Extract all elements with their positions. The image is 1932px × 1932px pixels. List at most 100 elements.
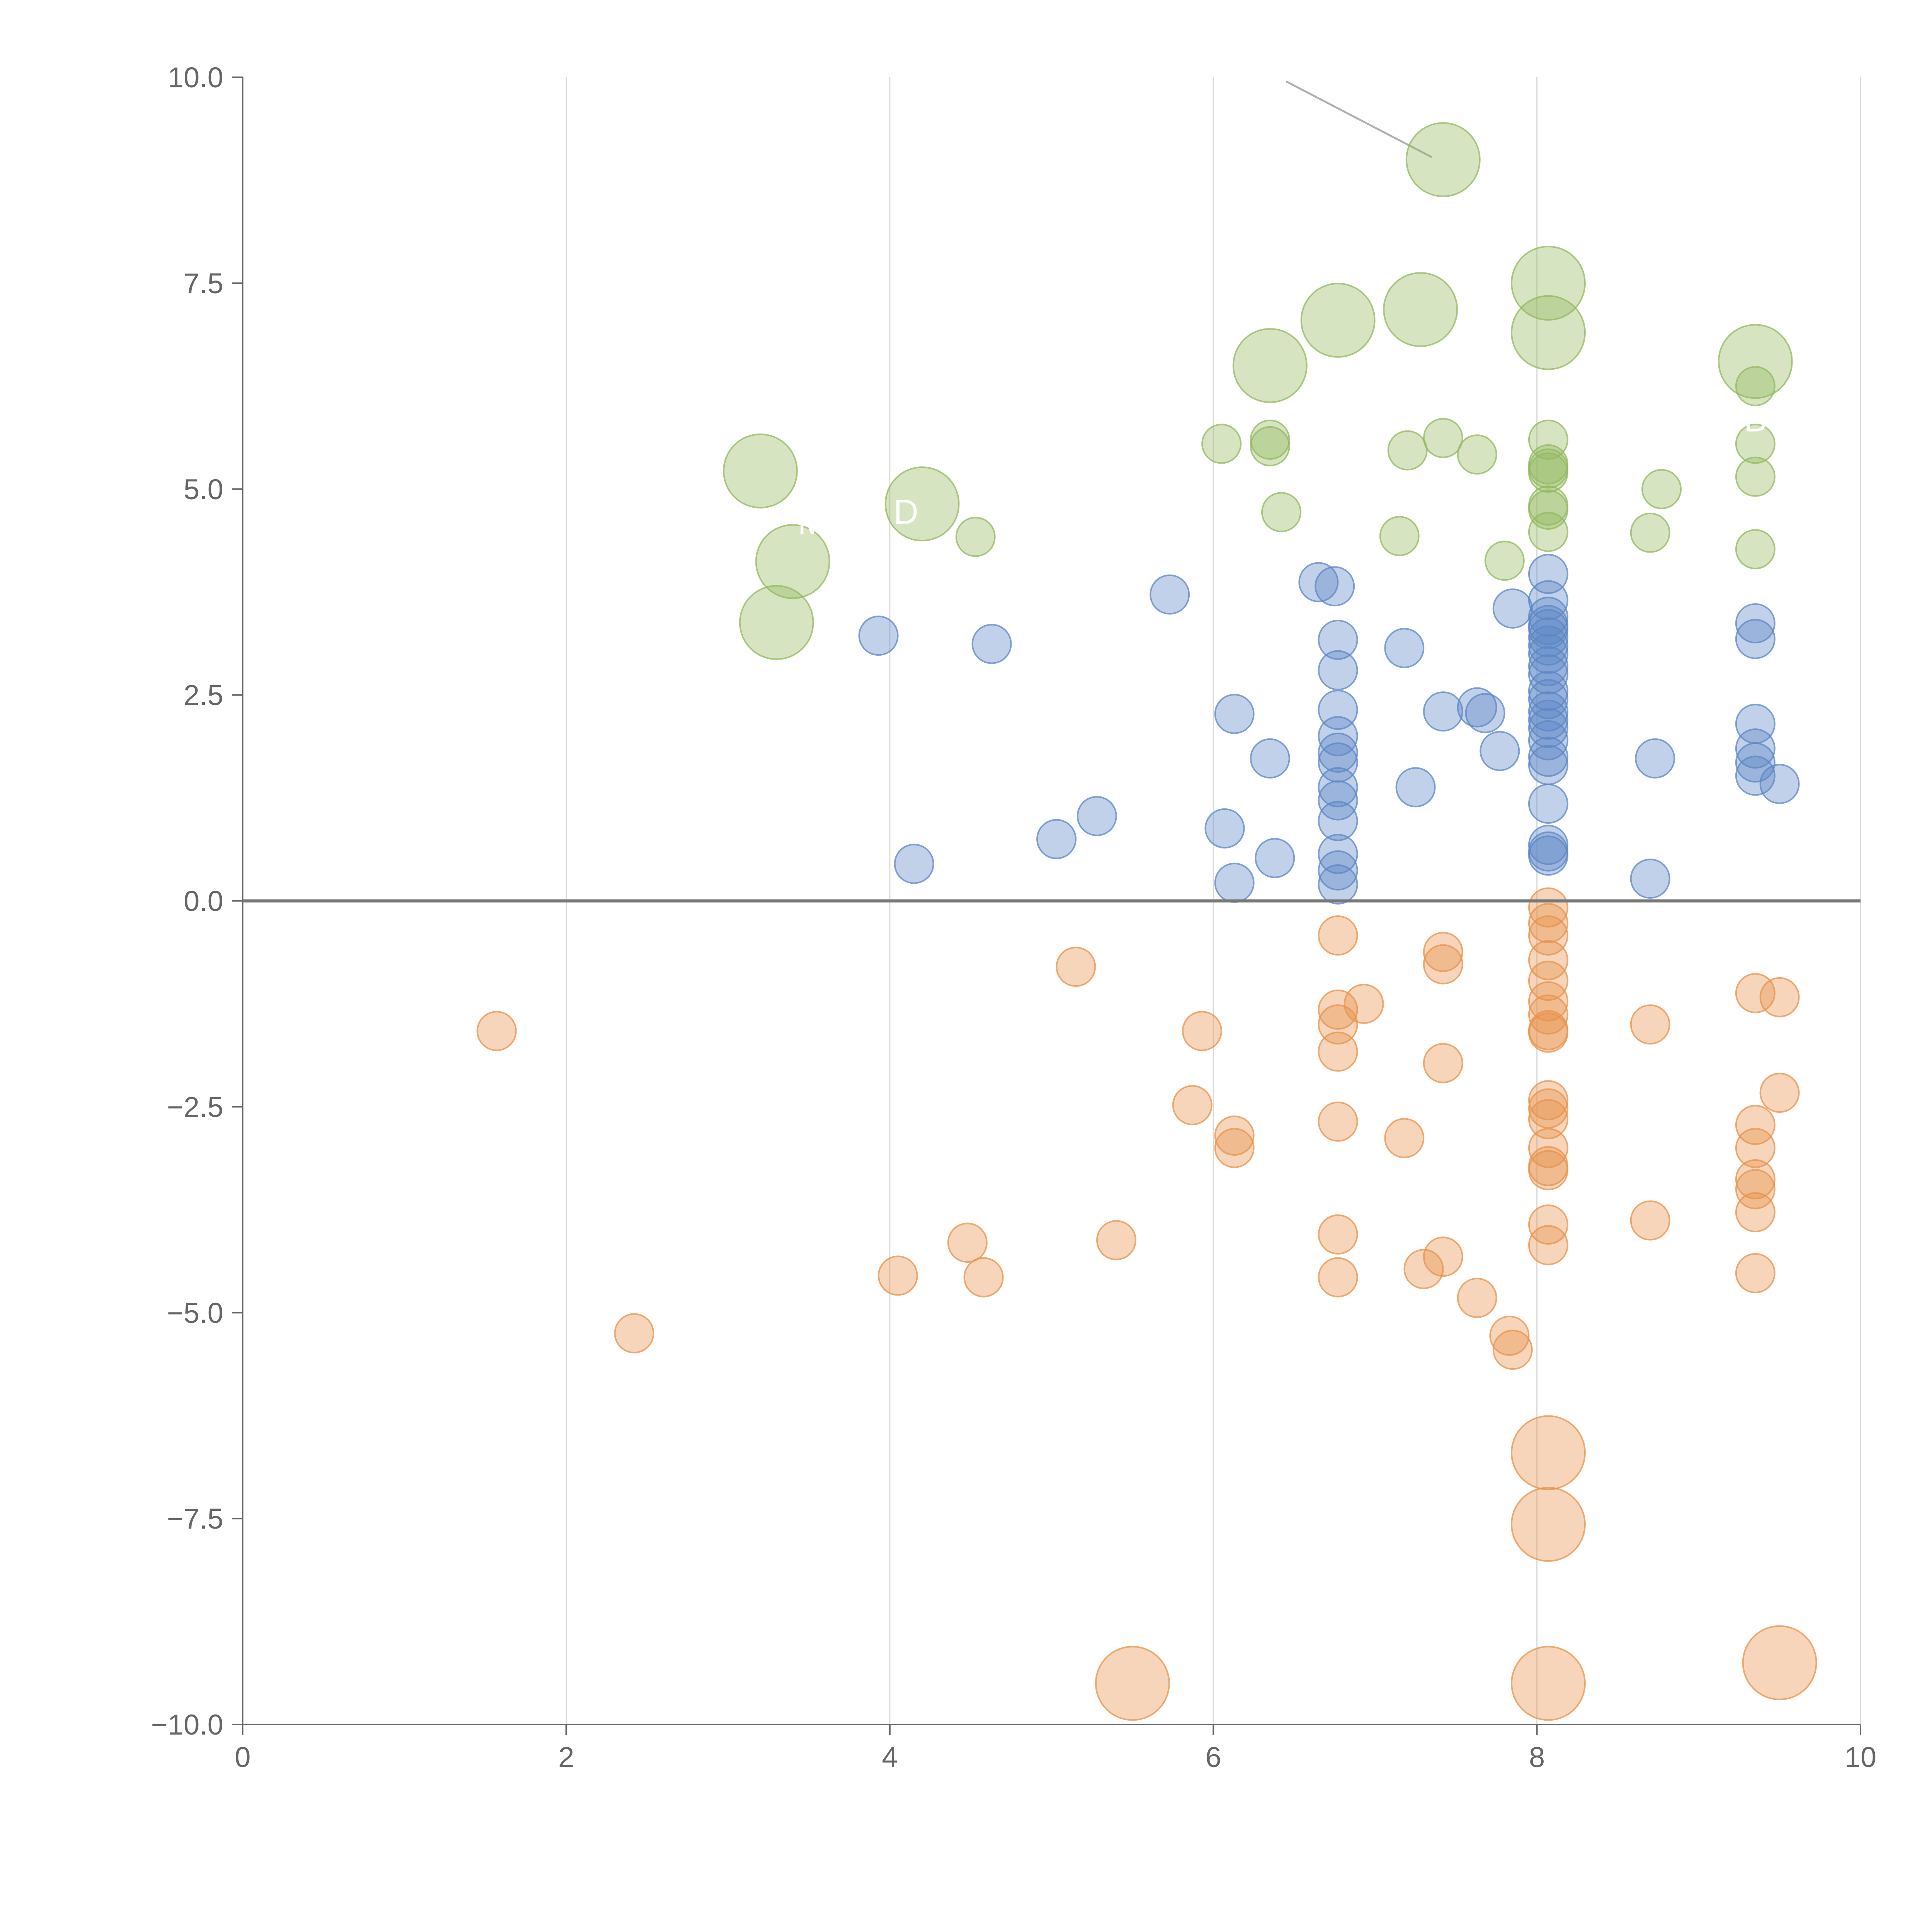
data-point (1528, 1128, 1568, 1168)
y-axis-ticks: −10.0 −7.5 −5.0 −2.5 0.0 2.5 5.0 7.5 10.0 (151, 61, 243, 1741)
data-point (1318, 1257, 1358, 1298)
data-point (1214, 862, 1255, 903)
data-point (1528, 887, 1568, 928)
data-point (1387, 430, 1428, 471)
data-point (1423, 944, 1463, 985)
data-point (1403, 1249, 1444, 1289)
data-point (1318, 732, 1358, 773)
data-point (963, 1257, 1004, 1298)
data-point (1528, 961, 1568, 1001)
data-point (1036, 819, 1077, 859)
data-point (1384, 628, 1425, 668)
data-point (1423, 1043, 1463, 1083)
data-point (1510, 1646, 1586, 1721)
data-point (1528, 720, 1568, 760)
data-point (1344, 983, 1384, 1024)
data-point (1528, 699, 1568, 740)
data-point (1457, 687, 1497, 728)
data-point (1528, 625, 1568, 666)
data-point (1423, 1236, 1463, 1277)
data-point (1630, 512, 1670, 553)
x-tick-label: 4 (882, 1741, 898, 1773)
data-point (1423, 932, 1463, 972)
data-point (1528, 646, 1568, 687)
data-point (1528, 654, 1568, 695)
data-point (1735, 366, 1776, 406)
x-tick-label: 8 (1529, 1741, 1545, 1773)
data-point (1528, 617, 1568, 658)
data-point (476, 1011, 517, 1051)
data-point (1182, 1011, 1222, 1051)
data-point (1318, 1101, 1358, 1142)
data-point (1405, 122, 1481, 197)
data-points (476, 122, 1817, 1721)
data-point (955, 517, 996, 557)
leader-line (1286, 80, 1432, 158)
data-point (1528, 1204, 1568, 1245)
data-point (1384, 1118, 1425, 1158)
data-point (1318, 864, 1358, 905)
data-point (1457, 434, 1497, 475)
data-point (1318, 1214, 1358, 1255)
x-tick-label: 2 (558, 1741, 574, 1773)
data-point (1528, 670, 1568, 711)
data-point (1528, 580, 1568, 621)
annotation-leader-lines (1286, 80, 1432, 158)
y-tick-label: 7.5 (184, 267, 223, 299)
data-point (1528, 419, 1568, 460)
y-tick-label: −7.5 (167, 1503, 223, 1535)
data-point (1250, 426, 1290, 466)
data-point (1318, 780, 1358, 821)
data-point (1172, 1085, 1213, 1126)
y-tick-label: −5.0 (167, 1297, 223, 1329)
data-point (1232, 328, 1308, 403)
data-point (723, 433, 798, 509)
data-point (1510, 1415, 1586, 1490)
data-point (1214, 1115, 1255, 1156)
y-tick-label: −2.5 (167, 1091, 223, 1123)
data-point (1528, 835, 1568, 876)
data-point (1255, 838, 1295, 878)
point-label: M (798, 503, 827, 542)
data-point (858, 616, 899, 656)
data-point (894, 844, 934, 884)
data-point (1630, 1004, 1670, 1045)
axes (242, 77, 1861, 1725)
data-point (1528, 679, 1568, 719)
data-point (1318, 767, 1358, 808)
data-point (1735, 529, 1776, 570)
data-point (614, 1313, 655, 1354)
data-point (1528, 736, 1568, 777)
y-tick-label: 10.0 (168, 61, 223, 94)
data-point (1759, 1073, 1800, 1113)
data-point (1641, 469, 1682, 509)
data-point (1492, 588, 1533, 629)
data-point (1528, 691, 1568, 732)
data-point (1318, 1031, 1358, 1072)
data-point (1635, 738, 1675, 779)
x-tick-label: 0 (235, 1741, 250, 1773)
data-point (1528, 707, 1568, 748)
x-tick-label: 10 (1845, 1741, 1876, 1773)
data-point (1318, 650, 1358, 690)
data-point (1298, 562, 1339, 602)
data-point (1528, 940, 1568, 980)
data-point (755, 524, 830, 599)
data-point (1735, 755, 1776, 796)
data-point (971, 624, 1012, 664)
data-point (1528, 745, 1568, 785)
data-point (1480, 731, 1520, 771)
data-point (1214, 1128, 1255, 1168)
data-point (1214, 694, 1255, 734)
data-point (1735, 1159, 1776, 1199)
data-point (1484, 541, 1525, 581)
data-point (1630, 858, 1670, 899)
data-point (1735, 1105, 1776, 1145)
data-point (1528, 903, 1568, 944)
data-point (1735, 619, 1776, 659)
data-point (1735, 456, 1776, 497)
y-tick-label: 5.0 (184, 473, 223, 505)
data-point (1528, 634, 1568, 674)
data-point (1528, 609, 1568, 650)
